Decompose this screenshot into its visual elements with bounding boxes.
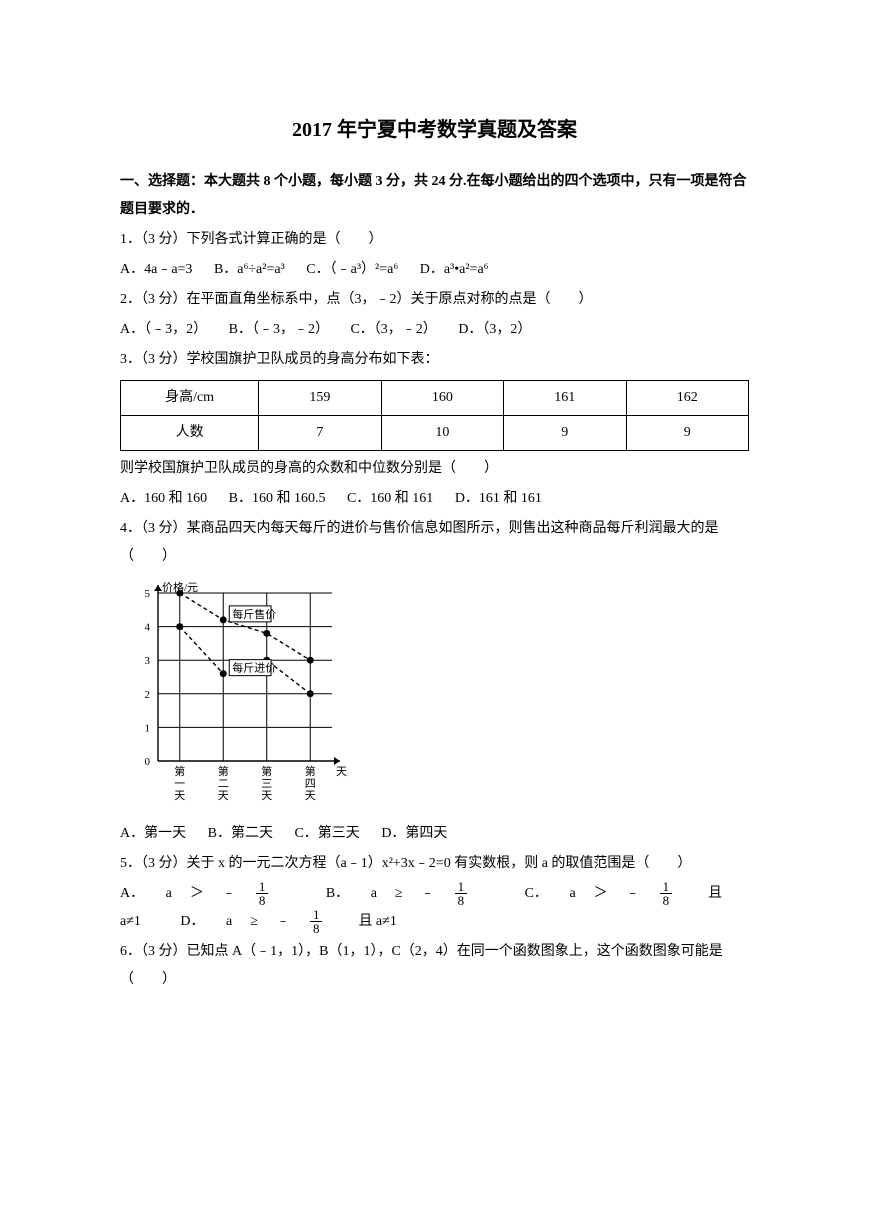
q1-opt-d: D．a³•a²=a⁶ <box>420 262 489 277</box>
q5-c-var: a <box>569 886 575 901</box>
q3-cell-2: 9 <box>504 416 626 451</box>
q3-opt-d: D．161 和 161 <box>455 491 542 506</box>
svg-text:第: 第 <box>261 764 272 778</box>
q5-a-rel: ＞ <box>190 886 204 901</box>
q3-opt-b: B．160 和 160.5 <box>229 491 326 506</box>
q5-c-rel: ＞ <box>594 886 608 901</box>
q5-b-var: a <box>371 886 377 901</box>
q5-a-neg: ﹣ <box>222 886 236 901</box>
frac-num: 1 <box>660 880 673 894</box>
q5-d-neg: ﹣ <box>276 914 290 929</box>
q5-opt-b: B． a≥﹣18 <box>326 886 507 901</box>
fraction-icon: 18 <box>310 908 341 935</box>
q3-th-2: 160 <box>381 381 503 416</box>
fraction-icon: 18 <box>455 880 486 907</box>
q5-opt-a: A． a＞﹣18 <box>120 886 308 901</box>
svg-text:3: 3 <box>145 655 151 667</box>
svg-text:天: 天 <box>336 766 347 778</box>
svg-text:每斤进价: 每斤进价 <box>232 661 276 675</box>
q3-th-1: 159 <box>259 381 381 416</box>
svg-text:一: 一 <box>174 778 185 790</box>
svg-text:5: 5 <box>145 588 151 600</box>
svg-text:2: 2 <box>145 689 151 701</box>
q1-opt-b: B．a⁶÷a²=a³ <box>214 262 285 277</box>
svg-text:天: 天 <box>218 790 229 802</box>
q5-d-prefix: D． <box>180 914 204 929</box>
q2-stem: 2．（3 分）在平面直角坐标系中，点（3，﹣2）关于原点对称的点是（ ） <box>120 286 749 314</box>
svg-text:天: 天 <box>305 790 316 802</box>
svg-text:第: 第 <box>218 764 229 778</box>
q5-a-prefix: A． <box>120 886 144 901</box>
svg-text:三: 三 <box>261 778 272 790</box>
q3-th-4: 162 <box>626 381 748 416</box>
table-row: 人数 7 10 9 9 <box>121 416 749 451</box>
fraction-icon: 18 <box>256 880 287 907</box>
price-chart-svg: 012345价格/元天每斤售价每斤进价第一天第二天第三天第四天 <box>120 577 350 807</box>
q3-table: 身高/cm 159 160 161 162 人数 7 10 9 9 <box>120 380 749 451</box>
q5-a-var: a <box>166 886 172 901</box>
q5-d-rel: ≥ <box>250 914 258 929</box>
q5-options: A． a＞﹣18 B． a≥﹣18 C． a＞﹣18且 a≠1 D． a≥﹣18… <box>120 880 749 936</box>
q4-options: A．第一天 B．第二天 C．第三天 D．第四天 <box>120 820 749 848</box>
q5-b-prefix: B． <box>326 886 349 901</box>
q5-b-neg: ﹣ <box>421 886 435 901</box>
frac-num: 1 <box>310 908 323 922</box>
fraction-icon: 18 <box>660 880 691 907</box>
q5-b-rel: ≥ <box>395 886 403 901</box>
svg-text:1: 1 <box>145 722 151 734</box>
section-1-heading: 一、选择题：本大题共 8 个小题，每小题 3 分，共 24 分.在每小题给出的四… <box>120 168 749 224</box>
svg-text:天: 天 <box>261 790 272 802</box>
q2-opt-a: A．（﹣3，2） <box>120 322 207 337</box>
q2-opt-d: D．（3，2） <box>458 322 531 337</box>
table-row: 身高/cm 159 160 161 162 <box>121 381 749 416</box>
q2-opt-b: B．（﹣3，﹣2） <box>229 322 329 337</box>
frac-den: 8 <box>660 894 673 907</box>
frac-den: 8 <box>455 894 468 907</box>
q1-opt-a: A．4a﹣a=3 <box>120 262 192 277</box>
q3-cell-0: 7 <box>259 416 381 451</box>
q3-options: A．160 和 160 B．160 和 160.5 C．160 和 161 D．… <box>120 485 749 513</box>
q5-stem: 5．（3 分）关于 x 的一元二次方程（a﹣1）x²+3x﹣2=0 有实数根，则… <box>120 850 749 878</box>
q4-stem: 4．（3 分）某商品四天内每天每斤的进价与售价信息如图所示，则售出这种商品每斤利… <box>120 515 749 571</box>
svg-text:四: 四 <box>305 778 316 790</box>
q5-opt-d: D． a≥﹣18且 a≠1 <box>180 914 414 929</box>
q2-options: A．（﹣3，2） B．（﹣3，﹣2） C．（3，﹣2） D．（3，2） <box>120 316 749 344</box>
frac-den: 8 <box>310 922 323 935</box>
svg-text:第: 第 <box>305 764 316 778</box>
frac-num: 1 <box>256 880 269 894</box>
svg-text:第: 第 <box>174 764 185 778</box>
svg-text:4: 4 <box>145 622 151 634</box>
q3-row-label: 人数 <box>121 416 259 451</box>
q3-th-0: 身高/cm <box>121 381 259 416</box>
exam-page: 2017 年宁夏中考数学真题及答案 一、选择题：本大题共 8 个小题，每小题 3… <box>0 0 869 1056</box>
page-title: 2017 年宁夏中考数学真题及答案 <box>120 110 749 150</box>
frac-den: 8 <box>256 894 269 907</box>
q5-c-prefix: C． <box>525 886 548 901</box>
q3-stem: 3．（3 分）学校国旗护卫队成员的身高分布如下表： <box>120 346 749 374</box>
q4-chart: 012345价格/元天每斤售价每斤进价第一天第二天第三天第四天 <box>120 577 749 818</box>
q6-stem: 6．（3 分）已知点 A（﹣1，1），B（1，1），C（2，4）在同一个函数图象… <box>120 938 749 994</box>
q3-th-3: 161 <box>504 381 626 416</box>
q2-opt-c: C．（3，﹣2） <box>350 322 436 337</box>
q3-opt-a: A．160 和 160 <box>120 491 207 506</box>
q1-options: A．4a﹣a=3 B．a⁶÷a²=a³ C．（﹣a³）²=a⁶ D．a³•a²=… <box>120 256 749 284</box>
q3-cell-1: 10 <box>381 416 503 451</box>
svg-text:每斤售价: 每斤售价 <box>232 607 276 621</box>
q5-d-suffix: 且 a≠1 <box>358 914 396 929</box>
q5-d-var: a <box>226 914 232 929</box>
q4-opt-b: B．第二天 <box>208 826 273 841</box>
frac-num: 1 <box>455 880 468 894</box>
q3-after: 则学校国旗护卫队成员的身高的众数和中位数分别是（ ） <box>120 455 749 483</box>
svg-text:0: 0 <box>145 756 151 768</box>
q1-stem: 1．（3 分）下列各式计算正确的是（ ） <box>120 226 749 254</box>
q3-cell-3: 9 <box>626 416 748 451</box>
q4-opt-a: A．第一天 <box>120 826 186 841</box>
svg-text:二: 二 <box>218 778 229 790</box>
q1-opt-c: C．（﹣a³）²=a⁶ <box>306 262 398 277</box>
q4-opt-d: D．第四天 <box>381 826 447 841</box>
q3-opt-c: C．160 和 161 <box>347 491 433 506</box>
q4-opt-c: C．第三天 <box>294 826 359 841</box>
q5-c-neg: ﹣ <box>626 886 640 901</box>
svg-text:天: 天 <box>174 790 185 802</box>
